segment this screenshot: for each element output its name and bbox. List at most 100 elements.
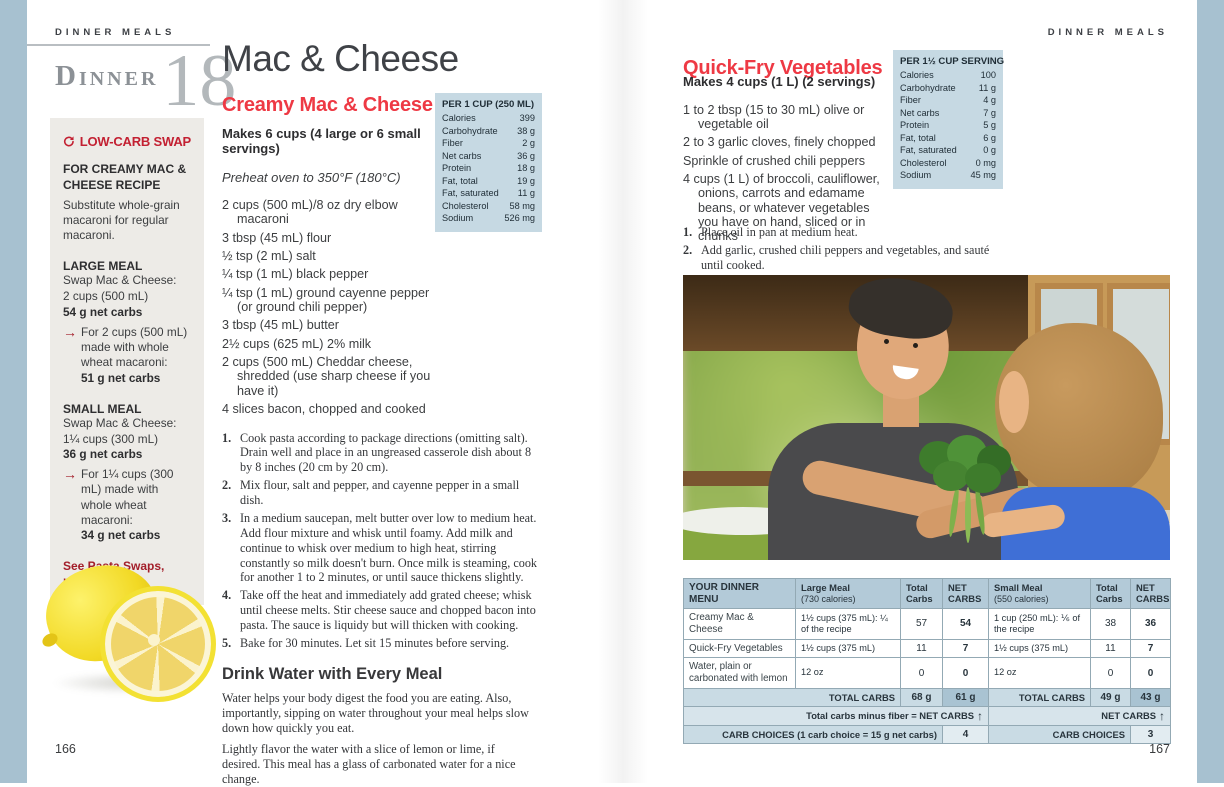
veg-ingredients-column: Makes 4 cups (1 L) (2 servings) 1 to 2 t… <box>683 74 891 248</box>
large-meal-swap: → For 2 cups (500 mL) made with whole wh… <box>63 324 191 385</box>
carb-choices-label-right: CARB CHOICES <box>988 724 1130 743</box>
kitchen-photo <box>683 275 1170 560</box>
large-meal-swap-text: For 2 cups (500 mL) made with whole whea… <box>81 325 188 370</box>
recipe-yield: Makes 6 cups (4 large or 6 small serving… <box>222 125 421 157</box>
nutrition-row: Cholesterol 0 mg <box>900 157 996 168</box>
water-paragraph: Water helps your body digest the food yo… <box>222 690 529 735</box>
ingredient: ¼ tsp (1 mL) black pepper <box>222 267 369 282</box>
ingredient: 3 tbsp (45 mL) butter <box>222 318 339 333</box>
table-row-item: Quick-Fry Vegetables <box>683 638 795 658</box>
arrow-up-icon: ↑ <box>977 708 983 723</box>
small-meal-swap-text: For 1¼ cups (300 mL) made with whole whe… <box>81 467 174 527</box>
table-cell-portion: 1½ cups (375 mL): ¼ of the recipe <box>795 608 900 639</box>
net-carbs-note-left: Total carbs minus fiber = NET CARBS ↑ <box>683 705 988 725</box>
water-paragraph: Lightly flavor the water with a slice of… <box>222 742 516 787</box>
nutrition-box-veg: PER 1½ CUP SERVING Calories 100 Carbohydr… <box>893 50 1004 189</box>
large-meal-line: Swap Mac & Cheese: <box>63 273 177 288</box>
table-cell-net: 0 <box>942 657 988 688</box>
table-cell-total: 11 <box>1090 638 1130 658</box>
small-meal-line: Swap Mac & Cheese: <box>63 415 177 430</box>
running-header-left: DINNER MEALS <box>55 27 176 38</box>
net-carbs-note-right: NET CARBS ↑ <box>988 705 1170 725</box>
ingredient: Sprinkle of crushed chili peppers <box>683 153 866 168</box>
nutrition-row: Cholesterol 58 mg <box>442 200 535 211</box>
instruction-step: 1. Cook pasta according to package direct… <box>222 430 532 475</box>
nutrition-row: Net carbs 36 g <box>442 150 535 161</box>
table-header-large-meal: Large Meal (730 calories) <box>795 578 900 608</box>
arrow-right-icon: → <box>63 466 77 483</box>
table-header-small-meal: Small Meal (550 calories) <box>988 578 1090 608</box>
right-edge-bar <box>1197 0 1224 783</box>
running-header-right: DINNER MEALS <box>1047 27 1168 38</box>
total-carbs-left: 68 g <box>900 687 942 706</box>
small-meal-carbs: 36 g net carbs <box>63 447 143 462</box>
instruction-step: 2. Add garlic, crushed chili peppers and … <box>683 242 990 272</box>
preheat-note: Preheat oven to 350°F (180°C) <box>222 170 401 186</box>
left-edge-bar <box>0 0 27 783</box>
header-rule <box>27 44 210 46</box>
table-cell-net: 7 <box>942 638 988 658</box>
page-number-right: 167 <box>1149 742 1170 756</box>
net-carbs-right: 43 g <box>1130 687 1170 706</box>
total-carbs-right: 49 g <box>1090 687 1130 706</box>
table-cell-total: 0 <box>900 657 942 688</box>
swap-icon <box>63 136 74 147</box>
table-cell-net: 0 <box>1130 657 1170 688</box>
arrow-up-icon: ↑ <box>1159 708 1165 723</box>
dinner-number: 18 <box>162 40 237 122</box>
instruction-step: 3. In a medium saucepan, melt butter over… <box>222 510 538 585</box>
instruction-step: 5. Bake for 30 minutes. Let sit 15 minute… <box>222 635 510 650</box>
page-number-left: 166 <box>55 742 76 756</box>
low-carb-swap-box: LOW-CARB SWAP FOR CREAMY MAC & CHEESE RE… <box>50 118 204 606</box>
instruction-step: 1. Place oil in pan at medium heat. <box>683 225 858 239</box>
page-gutter <box>598 0 648 783</box>
instruction-step: 4. Take off the heat and immediately add … <box>222 588 536 632</box>
veg-ingredient-list: 1 to 2 tbsp (15 to 30 mL) olive or veget… <box>683 103 893 244</box>
table-cell-portion: 12 oz <box>988 657 1090 688</box>
large-meal-heading: LARGE MEAL <box>63 259 143 274</box>
swap-title-row: LOW-CARB SWAP <box>63 131 191 152</box>
water-heading: Drink Water with Every Meal <box>222 664 443 683</box>
nutrition-row: Sodium 45 mg <box>900 170 996 181</box>
nutrition-row: Carbohydrate 11 g <box>900 82 996 93</box>
ingredient: 2½ cups (625 mL) 2% milk <box>222 336 372 351</box>
table-cell-net: 54 <box>942 608 988 639</box>
photo-girl-face <box>999 371 1029 433</box>
photo-broccoli <box>913 435 1023 555</box>
photo-man-eye <box>913 343 918 348</box>
table-cell-total: 0 <box>1090 657 1130 688</box>
veg-recipe-title: Quick-Fry Vegetables <box>683 57 883 79</box>
ingredient: 3 tbsp (45 mL) flour <box>222 230 332 245</box>
table-cell-net: 7 <box>1130 638 1170 658</box>
recipe-subtitle: Creamy Mac & Cheese <box>222 93 433 116</box>
nutrition-row: Calories 100 <box>900 70 996 80</box>
table-row-item: Water, plain or carbonated with lemon <box>683 657 795 688</box>
small-meal-heading: SMALL MEAL <box>63 401 142 416</box>
instruction-list: 1. Cook pasta according to package direct… <box>222 431 540 651</box>
small-meal-line: 1¼ cups (300 mL) <box>63 431 159 446</box>
dinner-label: Dinner <box>55 60 159 92</box>
photo-man-eye <box>884 339 889 344</box>
net-carbs-left: 61 g <box>942 687 988 706</box>
total-carbs-label-left: TOTAL CARBS <box>683 687 900 706</box>
ingredient: 2 to 3 garlic cloves, finely chopped <box>683 135 876 150</box>
table-header-net-carbs: NET CARBS <box>942 578 988 608</box>
carb-choices-label-left: CARB CHOICES (1 carb choice = 15 g net c… <box>683 724 942 743</box>
ingredient-list: 2 cups (500 mL)/8 oz dry elbow macaroni … <box>222 198 432 416</box>
veg-yield: Makes 4 cups (1 L) (2 servings) <box>683 74 876 89</box>
large-meal-line: 2 cups (500 mL) <box>63 289 149 304</box>
nutrition-row: Fiber 4 g <box>900 95 996 106</box>
nutrition-row: Fat, total 6 g <box>900 132 996 143</box>
table-header-menu: YOUR DINNER MENU <box>683 578 795 608</box>
table-header-total-carbs: Total Carbs <box>1090 578 1130 608</box>
ingredient: ½ tsp (2 mL) salt <box>222 249 316 264</box>
nutrition-row: Carbohydrate 38 g <box>442 125 535 136</box>
small-meal-swap: → For 1¼ cups (300 mL) made with whole w… <box>63 467 191 542</box>
nutrition-row: Fat, saturated 11 g <box>442 188 535 199</box>
swap-intro: Substitute whole-grain macaroni for regu… <box>63 198 180 243</box>
dinner-menu-table: YOUR DINNER MENU Large Meal (730 calorie… <box>683 578 1171 744</box>
swap-subtitle: FOR CREAMY MAC & CHEESE RECIPE <box>63 162 187 192</box>
ingredient: 1 to 2 tbsp (15 to 30 mL) olive or veget… <box>683 102 865 131</box>
ingredient: 2 cups (500 mL)/8 oz dry elbow macaroni <box>222 198 398 227</box>
small-meal-swap-result: 34 g net carbs <box>81 527 161 542</box>
